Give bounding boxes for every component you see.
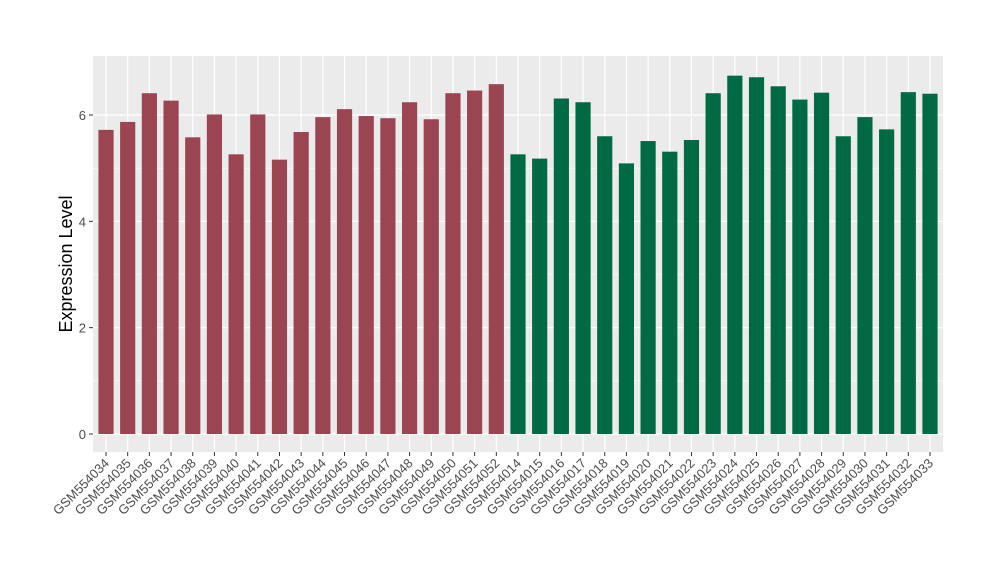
bar	[185, 137, 201, 434]
bar	[575, 102, 591, 435]
bar	[206, 114, 223, 435]
bar	[640, 141, 656, 434]
bar	[532, 158, 548, 434]
bar	[228, 154, 244, 435]
bar	[770, 86, 786, 434]
bar	[423, 119, 439, 435]
bar	[271, 159, 288, 434]
bar	[683, 139, 700, 434]
bar	[922, 93, 938, 434]
bar	[879, 129, 895, 435]
bar	[467, 90, 483, 434]
bar	[315, 117, 331, 435]
bar	[488, 84, 504, 434]
bar	[618, 163, 635, 435]
bar	[163, 100, 179, 435]
bar	[727, 75, 743, 434]
bar	[835, 136, 851, 434]
bar	[98, 129, 114, 435]
bar	[813, 92, 830, 435]
bar	[597, 136, 613, 434]
bar	[293, 132, 309, 434]
bar	[510, 154, 526, 435]
bar	[336, 109, 353, 434]
bar	[857, 117, 873, 435]
bar	[380, 118, 396, 434]
bar	[792, 99, 808, 434]
bar	[445, 93, 461, 435]
bar	[705, 93, 721, 435]
bar	[120, 121, 136, 434]
bar	[662, 151, 678, 434]
bar	[900, 92, 916, 434]
y-axis-label: Expression Level	[56, 195, 76, 332]
bar	[141, 93, 157, 435]
y-tick-label: 2	[79, 321, 86, 336]
y-tick-label: 6	[79, 108, 86, 123]
bar	[553, 98, 569, 434]
bar	[250, 114, 266, 435]
y-tick-label: 0	[79, 427, 86, 442]
bar	[748, 77, 765, 435]
bar	[401, 102, 418, 435]
bar	[358, 116, 374, 435]
y-tick-label: 4	[79, 214, 86, 229]
